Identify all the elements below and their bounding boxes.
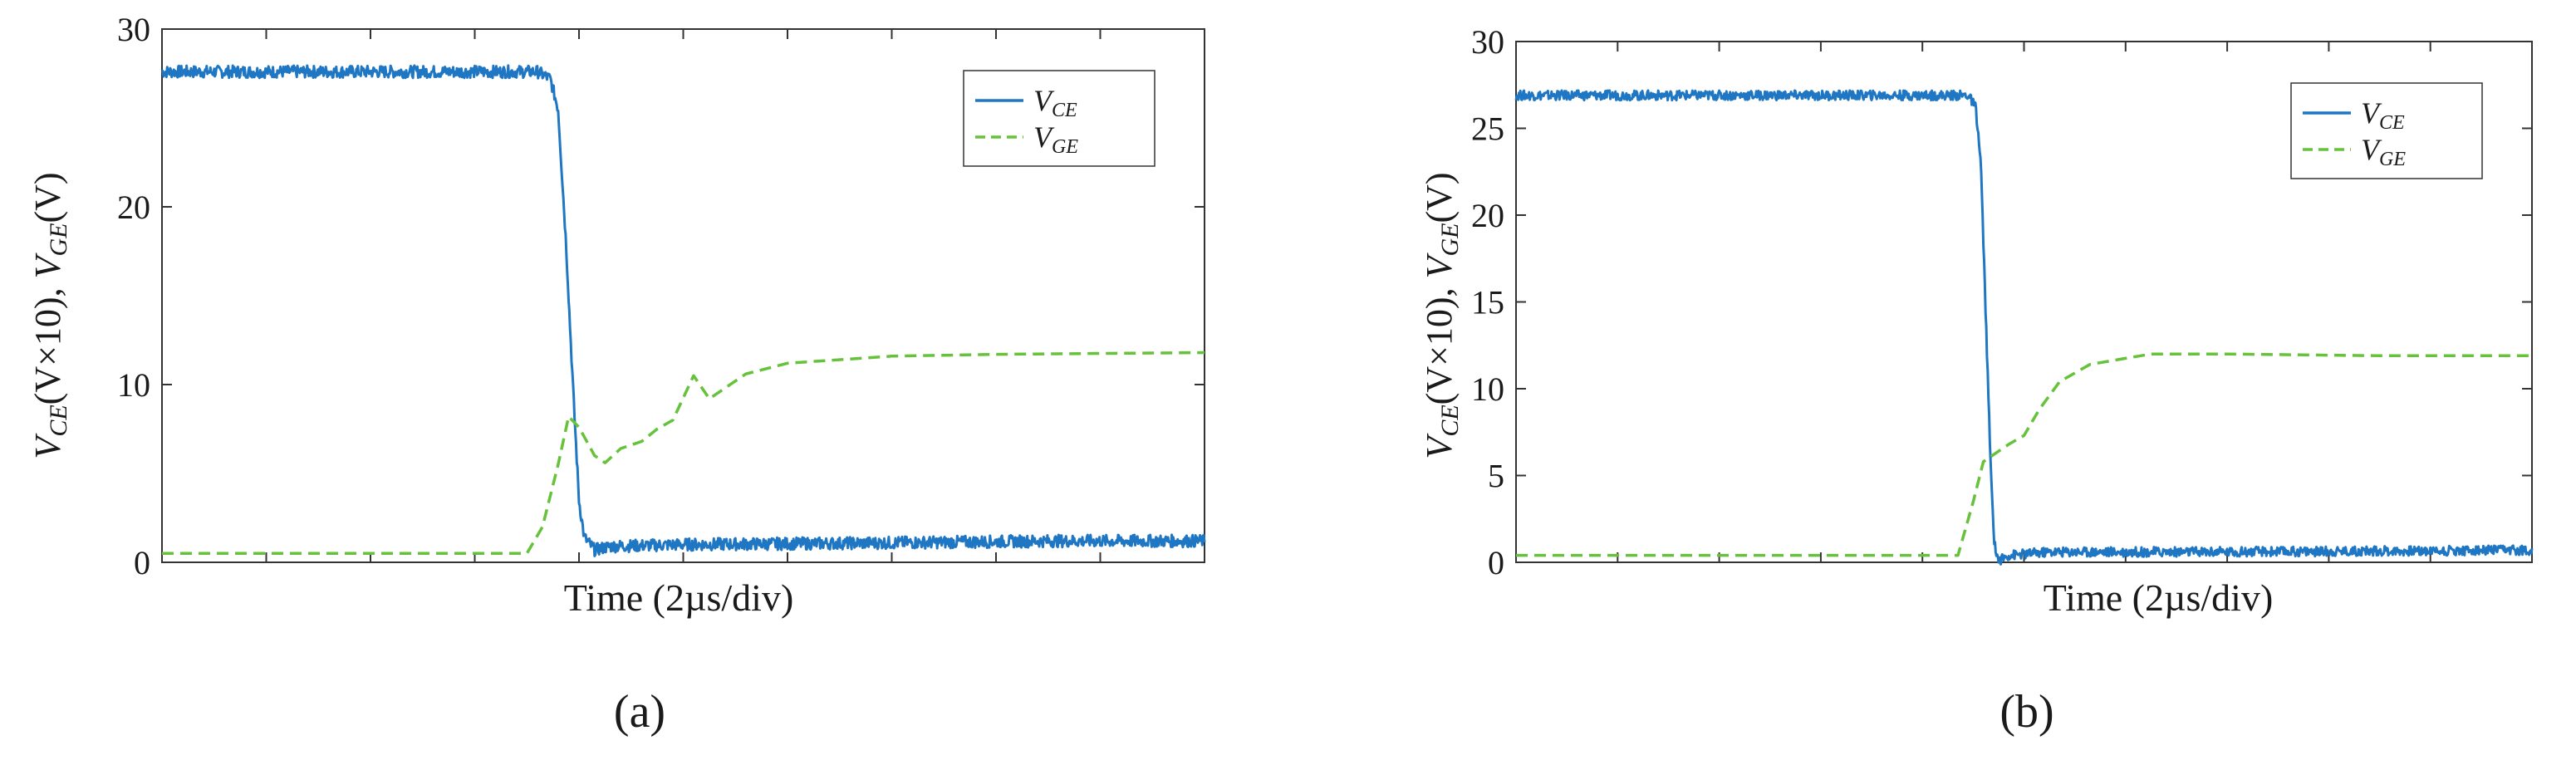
series-line-vce	[1514, 89, 2534, 566]
panel-caption: (a)	[614, 686, 665, 738]
y-axis-label: VCE(V×10), VGE(V)	[1419, 172, 1464, 458]
legend-box	[963, 70, 1156, 167]
y-tick-label: 30	[1471, 23, 1504, 61]
svg-text:VCE(V×10), VGE(V): VCE(V×10), VGE(V)	[27, 172, 72, 458]
legend-label: VCE	[2361, 96, 2405, 134]
series-line-vce	[160, 64, 1206, 557]
svg-text:VCE(V×10), VGE(V): VCE(V×10), VGE(V)	[1419, 172, 1464, 458]
y-tick-label: 20	[117, 189, 150, 226]
y-tick-label: 0	[134, 544, 150, 581]
y-tick-label: 25	[1471, 110, 1504, 148]
legend-box	[2290, 82, 2483, 179]
y-tick-label: 15	[1471, 284, 1504, 321]
y-tick-label: 10	[1471, 370, 1504, 408]
series-line-vge	[1516, 352, 2532, 557]
y-tick-label: 0	[1488, 544, 1504, 581]
chart-panel-a: VCE(V×10), VGE(V) Time (2µs/div) (a) 0 10…	[27, 11, 1206, 738]
y-tick-label: 10	[117, 366, 150, 404]
y-tick-label: 20	[1471, 197, 1504, 234]
y-tick-label: 5	[1488, 458, 1504, 495]
y-axis-label: VCE(V×10), VGE(V)	[27, 172, 72, 458]
y-tick-label: 30	[117, 11, 150, 48]
legend-label: VGE	[1033, 120, 1078, 158]
legend-label: VCE	[1033, 84, 1077, 121]
panel-caption: (b)	[1999, 686, 2053, 738]
x-axis-label: Time (2µs/div)	[564, 576, 794, 619]
x-axis-label: Time (2µs/div)	[2044, 576, 2274, 619]
chart-panel-b: VCE(V×10), VGE(V) Time (2µs/div) (b) 0 5 1…	[1419, 23, 2534, 738]
series-line-vge	[162, 351, 1205, 556]
legend-label: VGE	[2361, 133, 2406, 170]
